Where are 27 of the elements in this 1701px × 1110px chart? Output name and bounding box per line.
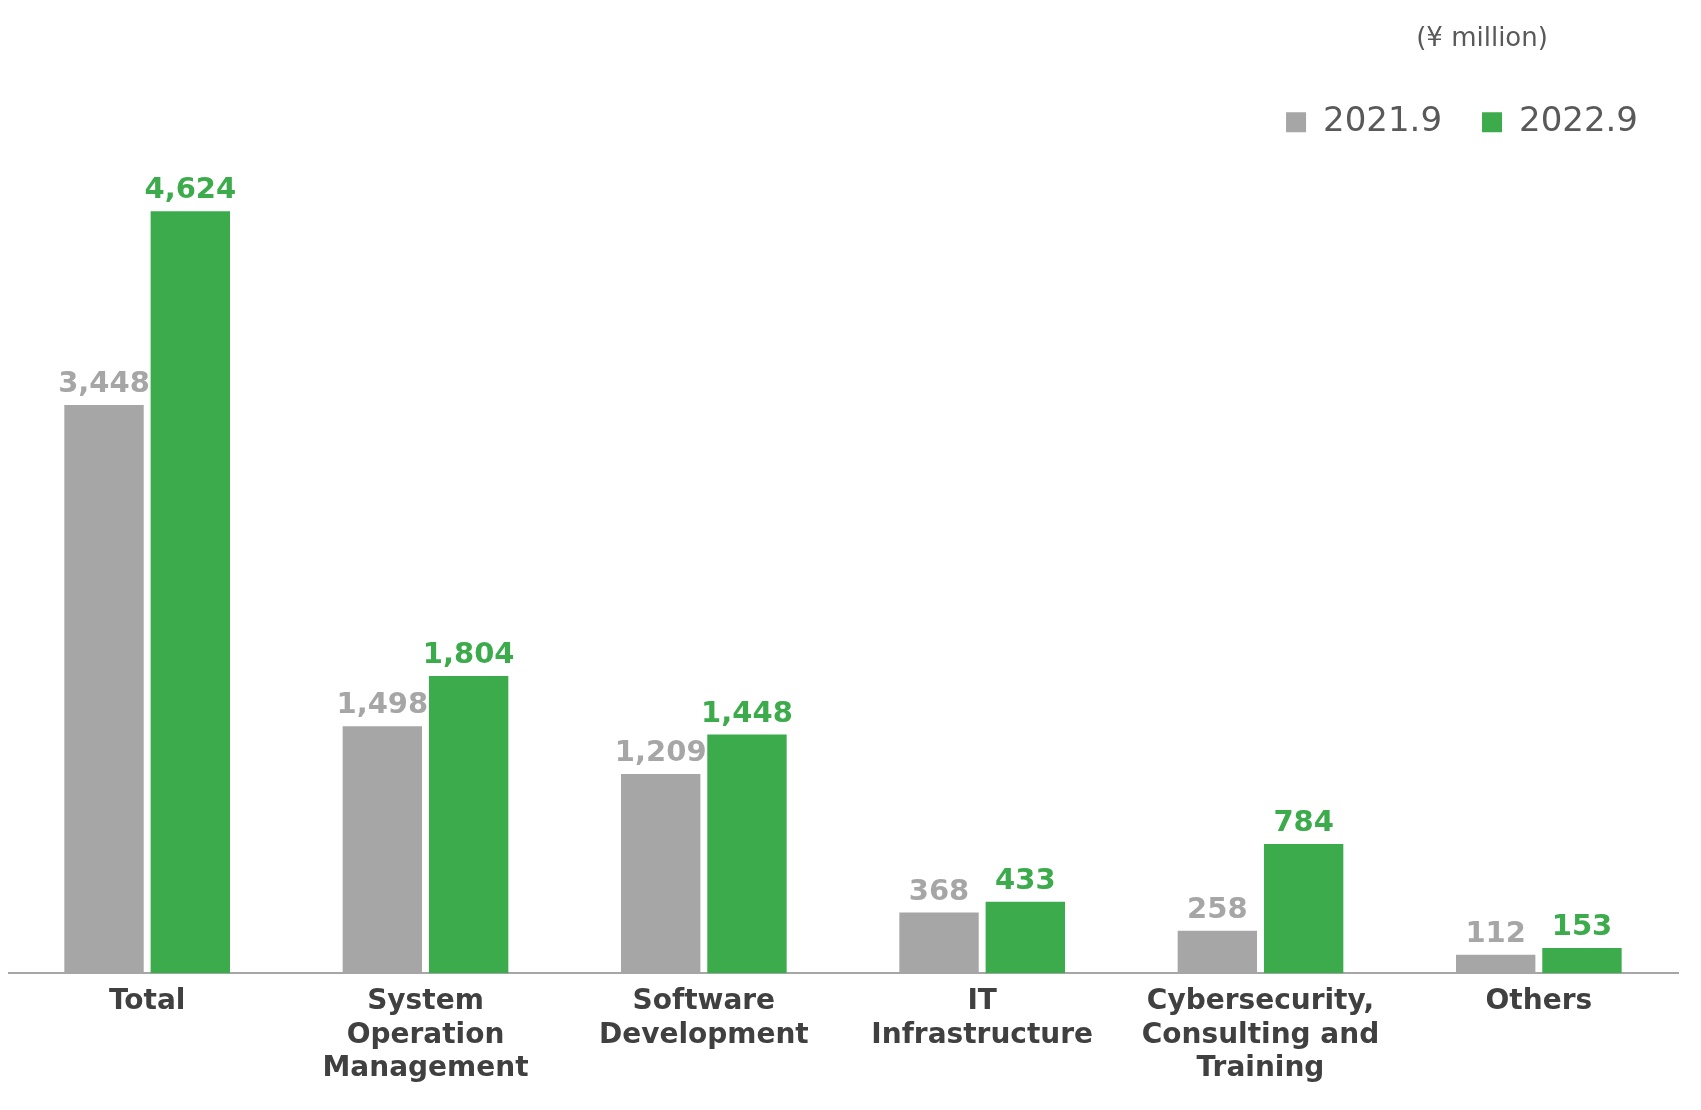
data-label: 1,448 xyxy=(701,694,793,729)
x-tick-label: Others xyxy=(1485,983,1593,1017)
x-tick-label: IT Infrastructure xyxy=(871,983,1094,1050)
data-label: 1,498 xyxy=(336,686,429,721)
data-label: 4,624 xyxy=(144,171,237,206)
x-tick-label: Total xyxy=(108,983,186,1017)
data-label: 1,209 xyxy=(614,733,707,768)
legend-label: 2021.9 xyxy=(1323,99,1443,140)
data-label: 784 xyxy=(1273,804,1334,839)
x-tick-label: System Operation Management xyxy=(322,983,529,1084)
data-label: 433 xyxy=(995,861,1056,896)
bar xyxy=(428,675,509,974)
bar xyxy=(1542,947,1622,974)
data-label: 368 xyxy=(908,872,970,907)
data-label: 3,448 xyxy=(58,365,150,399)
x-tick-label: Cybersecurity, Consulting and Training xyxy=(1141,983,1380,1084)
x-tick-label: Software Development xyxy=(598,983,809,1050)
data-label: 153 xyxy=(1551,908,1613,943)
data-label: 1,804 xyxy=(422,635,515,670)
legend-title: (¥ million) xyxy=(1416,21,1548,52)
data-label: 112 xyxy=(1465,914,1526,949)
data-label: 258 xyxy=(1187,890,1248,925)
legend-label: 2022.9 xyxy=(1519,99,1638,140)
bar xyxy=(707,734,787,974)
bar xyxy=(150,211,230,974)
bar xyxy=(1263,844,1344,974)
bar xyxy=(985,901,1065,974)
